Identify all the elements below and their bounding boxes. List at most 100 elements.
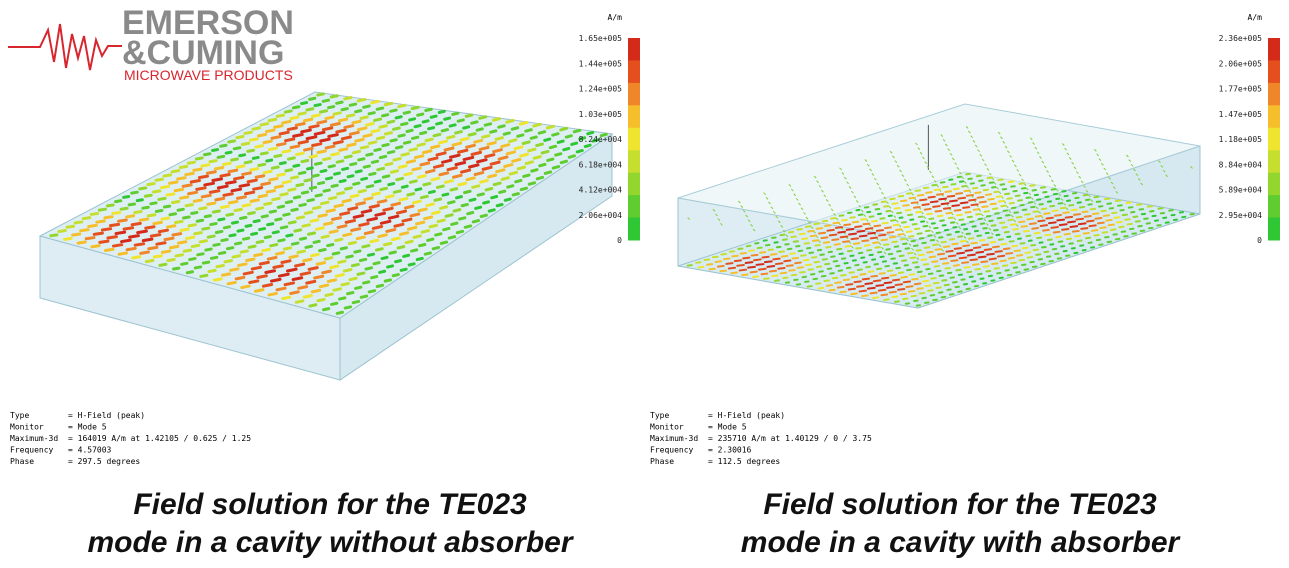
field-arrow bbox=[246, 192, 254, 194]
field-arrow bbox=[233, 256, 240, 257]
field-arrow bbox=[892, 203, 897, 204]
field-arrow bbox=[192, 245, 198, 246]
field-arrow bbox=[800, 234, 805, 235]
field-arrow bbox=[960, 257, 967, 258]
field-arrow bbox=[709, 269, 714, 270]
field-arrow bbox=[376, 213, 385, 215]
field-arrow bbox=[1000, 261, 1006, 262]
field-arrow bbox=[1036, 216, 1042, 217]
field-arrow bbox=[189, 225, 195, 226]
field-arrow bbox=[164, 175, 171, 176]
field-arrow bbox=[275, 126, 283, 128]
field-arrow bbox=[877, 230, 883, 231]
field-arrow bbox=[424, 183, 430, 184]
field-arrow bbox=[405, 173, 412, 175]
field-arrow bbox=[360, 223, 369, 225]
field-arrow bbox=[291, 292, 299, 294]
field-arrow bbox=[942, 203, 949, 204]
field-arrow bbox=[762, 274, 768, 275]
field-arrow bbox=[351, 195, 358, 197]
field-arrow bbox=[259, 164, 265, 165]
field-arrow bbox=[218, 156, 224, 157]
field-arrow bbox=[556, 154, 561, 155]
field-arrow bbox=[740, 270, 746, 271]
field-arrow bbox=[375, 149, 380, 150]
field-arrow bbox=[470, 165, 478, 167]
field-arrow bbox=[865, 283, 872, 284]
field-arrow bbox=[369, 142, 375, 143]
field-arrow bbox=[148, 215, 155, 216]
field-arrow bbox=[908, 253, 912, 254]
field-arrow bbox=[411, 214, 419, 216]
field-arrow bbox=[227, 248, 232, 249]
field-arrow bbox=[1104, 215, 1109, 216]
field-arrow bbox=[751, 272, 757, 273]
field-arrow bbox=[542, 151, 548, 153]
field-arrow bbox=[1081, 228, 1087, 229]
field-arrow bbox=[225, 261, 232, 262]
field-arrow bbox=[1094, 235, 1098, 236]
field-arrow bbox=[332, 154, 339, 155]
field-arrow bbox=[335, 205, 342, 207]
info-value: = H-Field (peak) bbox=[68, 411, 145, 420]
field-arrow bbox=[1009, 181, 1014, 182]
field-arrow bbox=[208, 203, 215, 204]
field-arrow bbox=[289, 189, 295, 190]
field-arrow bbox=[224, 227, 229, 228]
field-arrow bbox=[194, 169, 201, 170]
info-key: Monitor bbox=[650, 423, 684, 432]
field-arrow bbox=[988, 199, 994, 200]
colorbar-segment bbox=[628, 105, 640, 128]
field-arrow bbox=[336, 239, 342, 240]
field-arrow bbox=[313, 144, 321, 146]
field-arrow bbox=[392, 203, 400, 205]
field-arrow bbox=[854, 243, 860, 244]
field-arrow bbox=[881, 295, 887, 296]
field-arrow bbox=[302, 192, 307, 193]
field-arrow bbox=[199, 176, 207, 178]
field-arrow bbox=[973, 188, 977, 189]
field-arrow bbox=[273, 198, 279, 199]
field-arrow bbox=[1028, 257, 1032, 258]
field-arrow bbox=[922, 204, 928, 205]
field-arrow bbox=[707, 264, 712, 265]
field-arrow bbox=[347, 256, 352, 257]
field-arrow bbox=[857, 286, 864, 287]
field-arrow bbox=[124, 197, 129, 198]
field-arrow bbox=[384, 243, 390, 244]
field-arrow bbox=[242, 286, 249, 287]
field-arrow bbox=[440, 173, 448, 175]
field-arrow bbox=[295, 230, 301, 231]
field-arrow bbox=[465, 226, 470, 227]
field-arrow bbox=[414, 236, 420, 238]
field-arrow bbox=[961, 202, 968, 203]
field-arrow bbox=[183, 185, 191, 186]
field-arrow bbox=[1098, 223, 1104, 224]
field-arrow bbox=[263, 249, 270, 250]
field-arrow bbox=[940, 258, 946, 259]
field-arrow bbox=[276, 253, 283, 254]
field-arrow bbox=[239, 264, 247, 265]
field-arrow bbox=[998, 256, 1004, 257]
field-arrow bbox=[892, 297, 897, 298]
field-arrow bbox=[873, 297, 878, 298]
field-arrow bbox=[159, 230, 167, 231]
field-arrow bbox=[265, 237, 270, 238]
field-arrow bbox=[377, 108, 383, 109]
field-arrow bbox=[1075, 236, 1080, 237]
field-arrow bbox=[284, 248, 290, 249]
field-arrow bbox=[992, 263, 997, 264]
field-arrow bbox=[588, 132, 593, 133]
field-arrow bbox=[361, 117, 367, 118]
field-arrow bbox=[130, 236, 139, 237]
field-arrow bbox=[135, 211, 141, 212]
field-arrow bbox=[1033, 211, 1038, 212]
field-arrow bbox=[448, 168, 456, 170]
colorbar-label: 8.24e+004 bbox=[579, 135, 623, 144]
field-arrow bbox=[916, 212, 921, 213]
field-arrow bbox=[439, 111, 444, 112]
field-arrow bbox=[380, 156, 385, 157]
field-arrow bbox=[840, 292, 846, 293]
field-arrow bbox=[856, 248, 861, 249]
field-arrow bbox=[164, 206, 169, 207]
